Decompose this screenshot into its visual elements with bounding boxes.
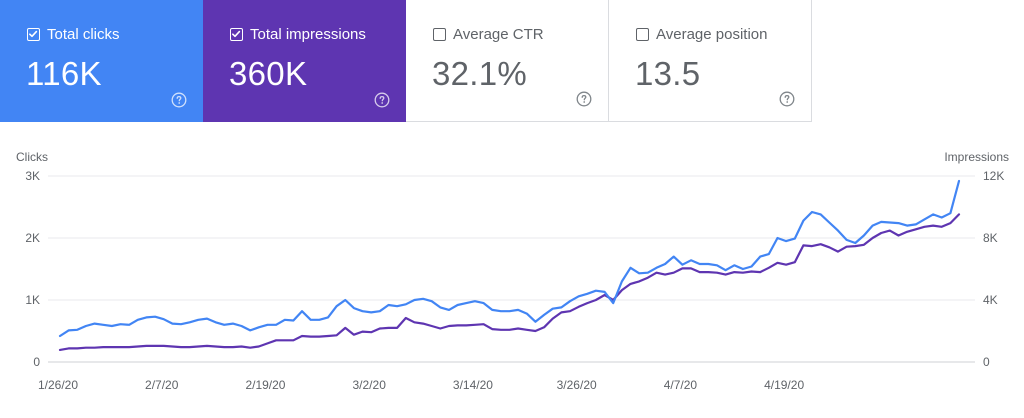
- metric-card-label: Average position: [656, 26, 768, 43]
- right-axis-title: Impressions: [944, 150, 1009, 164]
- x-tick-label: 4/19/20: [764, 378, 804, 392]
- left-tick-label: 1K: [25, 293, 40, 307]
- left-axis-title: Clicks: [16, 150, 48, 164]
- checkbox-unchecked-icon[interactable]: [636, 28, 649, 41]
- metric-card-label-row: Average CTR: [433, 26, 544, 43]
- left-tick-label: 3K: [25, 169, 40, 183]
- help-circle-icon[interactable]: [576, 91, 592, 107]
- metric-card-total-impressions[interactable]: Total impressions 360K: [203, 0, 406, 122]
- x-tick-label: 2/7/20: [145, 378, 179, 392]
- x-tick-label: 3/26/20: [557, 378, 597, 392]
- right-tick-label: 0: [983, 355, 990, 369]
- checkbox-checked-icon[interactable]: [230, 28, 243, 41]
- metric-card-label-row: Average position: [636, 26, 767, 43]
- right-tick-label: 8K: [983, 231, 998, 245]
- performance-chart: Clicks Impressions 0 0 1K 4K 2K 8K 3K 12K 1/26/20 2…: [16, 150, 1009, 392]
- series-line-total-impressions: [58, 213, 961, 351]
- metric-card-value: 116K: [26, 55, 102, 92]
- left-tick-label: 0: [33, 355, 40, 369]
- metric-card-label: Total clicks: [47, 26, 120, 43]
- metric-card-average-position[interactable]: Average position 13.5: [609, 0, 812, 122]
- right-tick-label: 4K: [983, 293, 998, 307]
- metric-card-label-row: Total clicks: [27, 26, 120, 43]
- metric-card-total-clicks[interactable]: Total clicks 116K: [0, 0, 203, 122]
- x-tick-label: 2/19/20: [245, 378, 285, 392]
- series-line-total-clicks: [58, 179, 961, 338]
- x-tick-label: 1/26/20: [38, 378, 78, 392]
- metric-card-label-row: Total impressions: [230, 26, 366, 43]
- help-circle-icon[interactable]: [374, 92, 390, 108]
- x-tick-label: 4/7/20: [664, 378, 698, 392]
- x-tick-label: 3/14/20: [453, 378, 493, 392]
- right-tick-label: 12K: [983, 169, 1004, 183]
- checkbox-unchecked-icon[interactable]: [433, 28, 446, 41]
- metric-card-label: Average CTR: [453, 26, 544, 43]
- metric-card-value: 32.1%: [432, 55, 528, 92]
- metric-cards: Total clicks 116K Total impressions 360K Ave…: [0, 0, 812, 122]
- checkbox-checked-icon[interactable]: [27, 28, 40, 41]
- help-circle-icon[interactable]: [171, 92, 187, 108]
- left-tick-label: 2K: [25, 231, 40, 245]
- x-tick-label: 3/2/20: [353, 378, 387, 392]
- help-circle-icon[interactable]: [779, 91, 795, 107]
- metric-card-value: 13.5: [635, 55, 701, 92]
- metric-card-average-ctr[interactable]: Average CTR 32.1%: [406, 0, 609, 122]
- metric-card-label: Total impressions: [250, 26, 366, 43]
- metric-card-value: 360K: [229, 55, 308, 92]
